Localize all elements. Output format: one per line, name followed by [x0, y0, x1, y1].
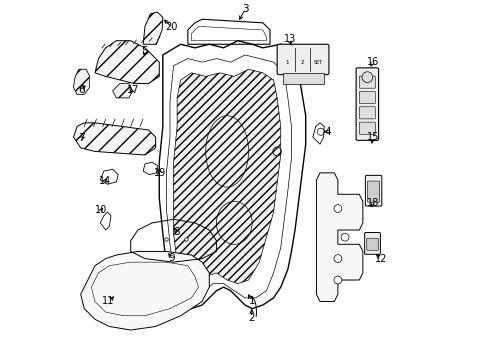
FancyBboxPatch shape: [359, 122, 375, 134]
Ellipse shape: [334, 204, 342, 212]
Text: 2: 2: [248, 312, 255, 323]
Text: 10: 10: [95, 205, 107, 215]
FancyBboxPatch shape: [359, 76, 375, 88]
Text: 9: 9: [169, 253, 175, 263]
Text: 16: 16: [367, 57, 379, 67]
Text: 3: 3: [242, 4, 248, 14]
Text: 14: 14: [99, 176, 111, 186]
FancyBboxPatch shape: [277, 44, 329, 75]
FancyBboxPatch shape: [365, 233, 380, 254]
Text: 20: 20: [166, 22, 178, 32]
FancyBboxPatch shape: [368, 181, 380, 202]
Polygon shape: [173, 69, 281, 284]
FancyBboxPatch shape: [283, 73, 323, 84]
FancyBboxPatch shape: [356, 68, 379, 140]
Text: 17: 17: [126, 85, 139, 95]
Text: 19: 19: [154, 168, 166, 178]
Text: 2: 2: [301, 60, 304, 64]
Polygon shape: [143, 12, 163, 44]
Ellipse shape: [334, 276, 342, 284]
Text: 11: 11: [102, 296, 115, 306]
Text: 12: 12: [374, 254, 387, 264]
Polygon shape: [74, 123, 156, 155]
Text: 8: 8: [173, 227, 180, 237]
Text: 15: 15: [367, 132, 379, 142]
FancyBboxPatch shape: [359, 91, 375, 104]
FancyBboxPatch shape: [359, 107, 375, 119]
Text: 5: 5: [142, 46, 148, 57]
Text: 13: 13: [284, 34, 296, 44]
Text: 4: 4: [324, 127, 331, 137]
Text: SET: SET: [314, 60, 323, 64]
Circle shape: [362, 72, 373, 82]
Polygon shape: [81, 251, 209, 330]
Text: 7: 7: [78, 133, 85, 143]
FancyBboxPatch shape: [366, 175, 382, 206]
Ellipse shape: [334, 255, 342, 262]
Text: 6: 6: [78, 85, 85, 95]
Polygon shape: [95, 41, 159, 84]
Polygon shape: [74, 69, 90, 94]
Text: 1: 1: [248, 296, 255, 306]
Text: 18: 18: [367, 198, 379, 207]
Text: 1: 1: [285, 60, 289, 64]
FancyBboxPatch shape: [367, 238, 378, 250]
Polygon shape: [317, 173, 363, 301]
Polygon shape: [113, 84, 132, 98]
Ellipse shape: [341, 233, 349, 241]
